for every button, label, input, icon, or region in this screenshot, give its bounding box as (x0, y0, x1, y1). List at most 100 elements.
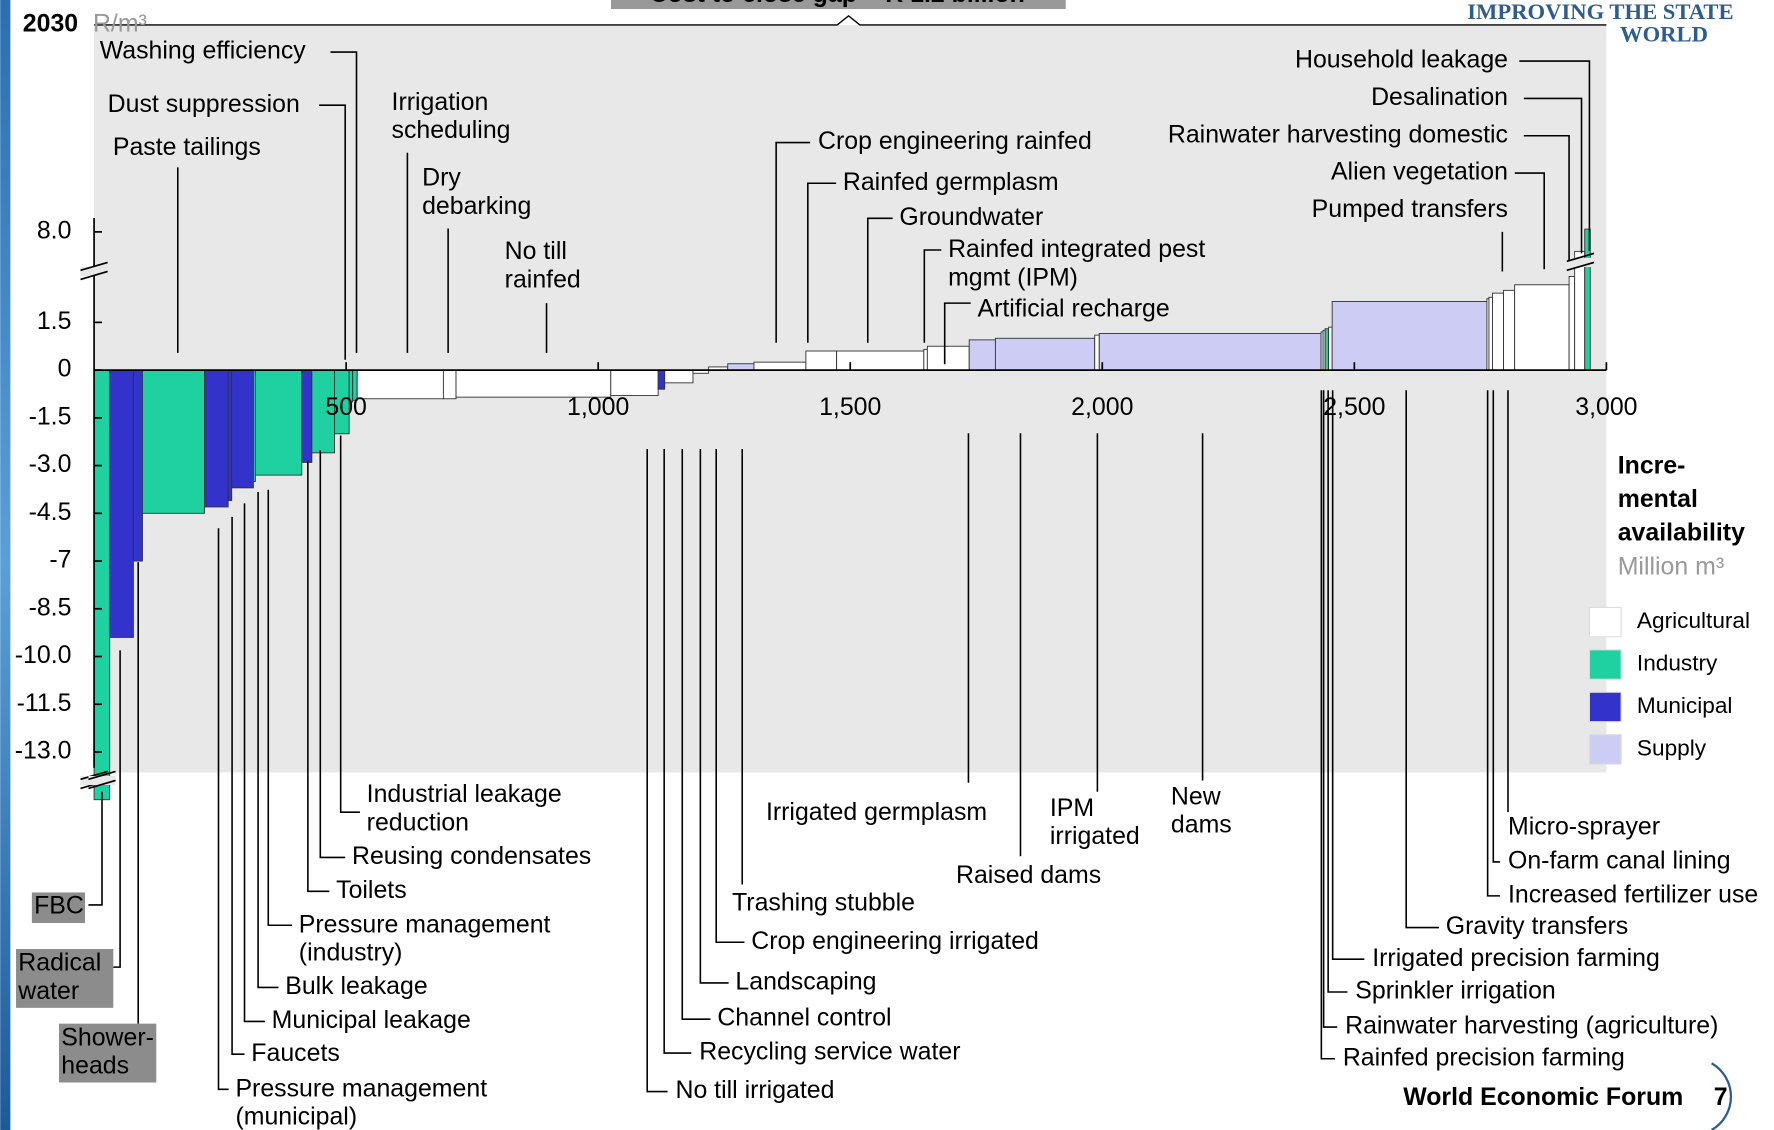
leader-line (1322, 390, 1338, 1028)
segment-label: FBC (34, 892, 84, 920)
bar (610, 369, 659, 397)
segment-label: Increased fertilizer use (1508, 880, 1758, 908)
segment-label: Crop engineering rainfed (818, 127, 1092, 155)
bar (1488, 296, 1493, 371)
legend-label: Supply (1637, 735, 1707, 760)
segment-label: Shower-heads (61, 1023, 154, 1079)
leader-line (1523, 134, 1570, 261)
leader-line (943, 302, 971, 365)
axis-break-gap (1566, 257, 1594, 267)
bar (442, 369, 457, 400)
x-axis-label: mental (1618, 485, 1698, 513)
leader-line (339, 435, 360, 813)
bar (664, 369, 694, 384)
page-number: 7 (1714, 1083, 1728, 1111)
segment-label: Rainfed germplasm (843, 168, 1059, 196)
segment-label: Rainwater harvesting (agriculture) (1345, 1012, 1718, 1040)
x-tick-label: 1,000 (567, 393, 629, 421)
callout: Cost to close gap ~ R 1.2 billion (650, 0, 1025, 8)
leader-line (231, 516, 245, 1056)
leader-line (1486, 390, 1501, 897)
axis-break (88, 779, 116, 790)
segment-label: Household leakage (1295, 46, 1508, 74)
leader-line (1519, 60, 1591, 252)
y-tick-label: -4.5 (29, 498, 72, 526)
leader-line (319, 450, 346, 859)
leader-line (1514, 172, 1545, 270)
segment-label: Raised dams (956, 861, 1101, 889)
panel-border (94, 14, 1607, 26)
segment-label: Municipal leakage (272, 1006, 471, 1034)
x-tick-label: 2,000 (1071, 393, 1133, 421)
bar (753, 361, 807, 371)
leader-line (257, 492, 279, 989)
bar (204, 369, 229, 508)
axis-break (80, 770, 108, 781)
legend-swatch (1588, 649, 1622, 680)
leader-line (319, 104, 346, 360)
segment-label: New dams (1171, 782, 1232, 838)
y-tick-label: -8.5 (29, 593, 72, 621)
y-year: 2030 (23, 9, 78, 37)
leader-line (243, 503, 265, 1023)
axis-break (1566, 261, 1595, 272)
bar (657, 369, 666, 390)
leader-line (1327, 390, 1348, 993)
y-tick-label: -1.5 (29, 402, 72, 430)
leader-line (88, 791, 103, 906)
legend-swatch (1588, 606, 1622, 638)
bar (1568, 275, 1576, 371)
leader-line (1492, 390, 1501, 863)
axis-break (80, 270, 108, 281)
segment-label: Paste tailings (113, 133, 261, 161)
logo-line: WORLD (1620, 21, 1708, 46)
bar (994, 337, 1096, 371)
segment-label: Radical water (17, 948, 101, 1004)
leader-line (1405, 390, 1439, 929)
legend-swatch (1588, 691, 1622, 723)
x-tick-label: 3,000 (1575, 393, 1637, 421)
bar (356, 369, 444, 400)
segment-label: Pressure management (municipal) (235, 1074, 487, 1130)
y-tick-label: 8.0 (37, 216, 72, 244)
side-image (0, 0, 11, 1130)
y-tick-label: -11.5 (17, 689, 72, 717)
bar (968, 339, 996, 371)
bar (227, 369, 233, 502)
x-tick-label: 2,500 (1323, 393, 1385, 421)
bar (455, 369, 612, 398)
y-tick-label: -3.0 (29, 450, 72, 478)
axis-break-gap (80, 266, 108, 276)
leader-line (113, 650, 121, 968)
bar (1098, 333, 1322, 371)
segment-label: Irrigated precision farming (1372, 944, 1660, 972)
segment-label: Dry debarking (422, 163, 531, 219)
axis-break (88, 770, 116, 781)
axis-break (1566, 252, 1595, 263)
bar (93, 369, 111, 801)
segment-label: Micro-sprayer (1508, 813, 1660, 841)
segment-label: Sprinkler irrigation (1355, 977, 1555, 1005)
label-box (16, 949, 114, 1008)
x-tick-label: 500 (325, 393, 367, 421)
leader-line (1320, 390, 1335, 1060)
leader-line (267, 489, 293, 927)
legend-label: Agricultural (1637, 608, 1750, 633)
segment-label: Desalination (1371, 83, 1508, 111)
y-tick-label: 0 (58, 355, 72, 383)
leader-line (307, 461, 330, 893)
segment-label: Irrigated germplasm (766, 798, 987, 826)
bar (1331, 301, 1488, 371)
axis-break (80, 261, 108, 272)
leader-line (663, 449, 692, 1054)
bar (1514, 284, 1570, 371)
y-tick-label: 1.5 (37, 307, 72, 335)
leader-line (699, 449, 729, 984)
bar (254, 369, 303, 476)
segment-label: Rainfed precision farming (1343, 1043, 1625, 1071)
x-axis-label: Incre- (1618, 452, 1686, 480)
segment-label: Reusing condensates (352, 842, 591, 870)
logo-line: IMPROVING THE STATE (1467, 0, 1733, 24)
